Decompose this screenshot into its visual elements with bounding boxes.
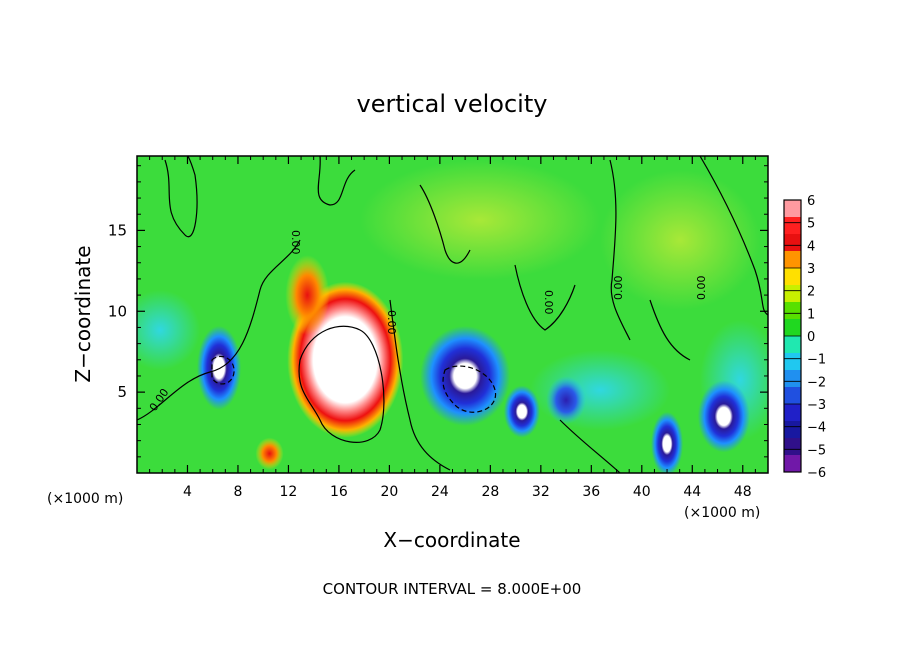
colorbar-label: −4 bbox=[807, 421, 826, 436]
x-tick-label: 28 bbox=[481, 484, 499, 500]
colorbar-label: −5 bbox=[807, 443, 826, 458]
colorbar-band bbox=[784, 302, 801, 320]
colorbar-band bbox=[784, 387, 801, 405]
x-tick-label: 16 bbox=[330, 484, 348, 500]
updraft-region bbox=[255, 437, 284, 470]
colorbar-band bbox=[784, 200, 801, 218]
light-region bbox=[600, 170, 760, 310]
contour-line bbox=[442, 365, 497, 413]
y-tick-label: 10 bbox=[108, 302, 127, 320]
contour-line bbox=[609, 159, 631, 341]
colorbar-band bbox=[784, 455, 801, 473]
contour-line bbox=[164, 156, 198, 238]
contour-line bbox=[389, 299, 451, 471]
downdraft-region bbox=[197, 325, 242, 410]
colorbar-label: −2 bbox=[807, 375, 826, 390]
x-axis: 4 8 12 16 20 24 28 32 36 40 44 48 bbox=[149, 156, 756, 500]
contour-line bbox=[317, 156, 356, 206]
x-tick-label: 44 bbox=[683, 484, 701, 500]
y-axis: 5 10 15 bbox=[108, 165, 768, 458]
contour-label: 0.00 bbox=[385, 310, 398, 335]
cyan-region bbox=[137, 290, 200, 370]
colorbar-band bbox=[784, 251, 801, 269]
colorbar-label: −6 bbox=[807, 466, 826, 481]
light-region bbox=[360, 160, 600, 280]
contour-lines bbox=[137, 156, 768, 473]
plot-area: 0.00 0.00 0.00 0.00 0.00 0.00 bbox=[137, 156, 768, 473]
contour-line bbox=[514, 264, 576, 331]
features-layer bbox=[197, 255, 750, 473]
chart-title: vertical velocity bbox=[357, 90, 548, 118]
colorbar-label: 2 bbox=[807, 285, 815, 300]
contour-line bbox=[649, 299, 691, 361]
colorbar-label: 5 bbox=[807, 217, 815, 232]
y-tick-label: 15 bbox=[108, 221, 127, 239]
colorbar-label: 1 bbox=[807, 307, 815, 322]
downdraft-region bbox=[503, 385, 540, 438]
x-tick-label: 8 bbox=[233, 484, 242, 500]
contour-line bbox=[699, 156, 768, 316]
x-tick-label: 24 bbox=[431, 484, 449, 500]
colorbar-band bbox=[784, 438, 801, 456]
colorbar-band bbox=[784, 353, 801, 371]
colorbar-label: −1 bbox=[807, 353, 826, 368]
contour-interval-note: CONTOUR INTERVAL = 8.000E+00 bbox=[323, 580, 582, 598]
y-axis-label: Z−coordinate bbox=[71, 245, 95, 382]
x-tick-label: 12 bbox=[280, 484, 298, 500]
colorbar-label: 0 bbox=[807, 330, 815, 345]
x-tick-label: 32 bbox=[532, 484, 550, 500]
contour-label: 0.00 bbox=[289, 230, 302, 255]
contour-label: 0.00 bbox=[695, 276, 708, 301]
contour-line bbox=[419, 184, 471, 264]
x-unit-left: (×1000 m) bbox=[47, 491, 123, 507]
y-tick-label: 5 bbox=[117, 383, 127, 401]
contour-line bbox=[559, 419, 621, 473]
colorbar: 6 5 4 3 2 1 0 −1 −2 −3 −4 −5 −6 bbox=[783, 194, 826, 481]
colorbar-band bbox=[784, 404, 801, 422]
contour-line bbox=[298, 325, 385, 443]
colorbar-band bbox=[784, 319, 801, 337]
contour-line bbox=[137, 239, 301, 421]
contour-line bbox=[211, 355, 235, 385]
x-tick-label: 40 bbox=[633, 484, 651, 500]
downdraft-region bbox=[651, 411, 684, 473]
colorbar-band bbox=[784, 217, 801, 235]
colorbar-band bbox=[784, 234, 801, 252]
updraft-region bbox=[285, 255, 330, 336]
colorbar-band bbox=[784, 285, 801, 303]
colorbar-label: 3 bbox=[807, 262, 815, 277]
x-unit-right: (×1000 m) bbox=[684, 505, 760, 521]
downdraft-region bbox=[546, 376, 587, 425]
downdraft-region bbox=[697, 380, 750, 453]
x-tick-label: 20 bbox=[380, 484, 398, 500]
downdraft-region bbox=[420, 325, 511, 426]
colorbar-band bbox=[784, 268, 801, 286]
x-tick-label: 36 bbox=[582, 484, 600, 500]
x-tick-label: 4 bbox=[183, 484, 192, 500]
contour-label: 0.00 bbox=[612, 276, 625, 301]
colorbar-band bbox=[784, 421, 801, 439]
colorbar-label: −3 bbox=[807, 398, 826, 413]
colorbar-band bbox=[784, 370, 801, 388]
colorbar-band bbox=[784, 336, 801, 354]
x-tick-label: 48 bbox=[734, 484, 752, 500]
x-axis-label: X−coordinate bbox=[383, 528, 520, 552]
colorbar-label: 6 bbox=[807, 194, 815, 209]
colorbar-label: 4 bbox=[807, 239, 815, 254]
contour-label: 0.00 bbox=[542, 290, 555, 315]
